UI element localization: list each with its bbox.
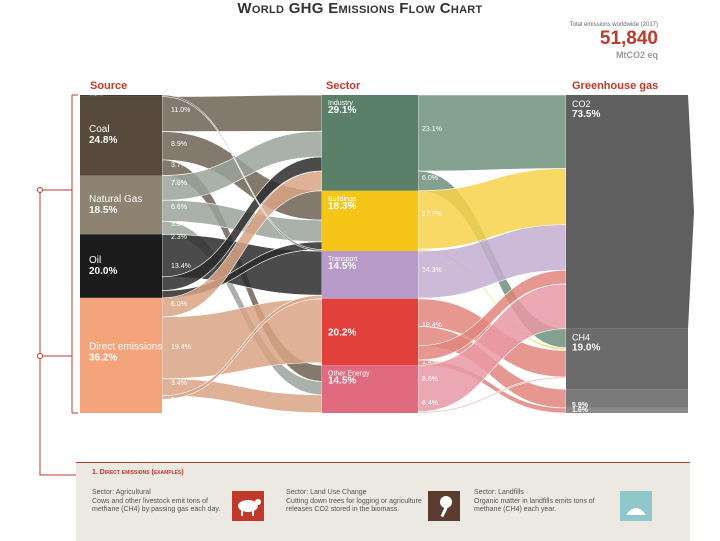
sector-flow-label: 18.4% <box>422 322 442 329</box>
note-agricultural: Sector: Agricultural Cows and other live… <box>92 489 230 515</box>
total-value: 51,840 <box>599 28 658 49</box>
sector-flow-label: 8.6% <box>422 376 438 383</box>
node-share-coal: 24.8% <box>89 135 117 146</box>
node-label-direct: Direct emissions <box>89 342 162 353</box>
source-flow-label: 3.4% <box>171 380 187 387</box>
notes-title: 1. Direct emissions (examples) <box>92 469 184 476</box>
sector-flow-label: 1.4% <box>422 359 438 366</box>
node-label-gas: Natural Gas <box>89 194 142 205</box>
bracket-dot <box>37 187 43 193</box>
source-flow-label: 2.3% <box>171 234 187 241</box>
node-energy <box>322 365 418 413</box>
node-share-other: 0.5% <box>89 92 103 98</box>
node-label-ch4: CH4 <box>572 333 590 343</box>
source-flow-label: 6.6% <box>171 204 187 211</box>
note-head: Sector: Landfills <box>474 489 524 496</box>
chart-title: World GHG Emissions Flow Chart <box>237 0 483 17</box>
node-transport <box>322 251 418 299</box>
node-co2 <box>566 95 688 329</box>
source-flow-label: 3.7% <box>171 162 187 169</box>
node-label-energy: Other Energy <box>328 370 370 377</box>
node-coal <box>80 96 162 176</box>
node-share-co2: 73.5% <box>572 109 600 120</box>
node-layer <box>80 95 694 413</box>
source-flow-label: 19.4% <box>171 344 191 351</box>
node-share-transport: 14.5% <box>328 261 356 272</box>
total-caption: Total emissions worldwide (2017) <box>569 22 658 28</box>
source-flow-label: 11.0% <box>171 107 190 114</box>
node-label-industry: Industry <box>328 100 353 107</box>
node-other <box>80 95 162 97</box>
node-share-industry: 29.1% <box>328 105 356 116</box>
bracket-dot <box>37 353 43 359</box>
co2-arrow <box>688 95 694 329</box>
node-label-co2: CO2 <box>572 99 591 109</box>
note-landfills: Sector: Landfills Organic matter in land… <box>474 489 612 515</box>
sector-flow-label: 14.3% <box>422 267 442 274</box>
node-share-n2o: 5.9% <box>572 402 589 409</box>
sector-flow-label: 23.1% <box>422 126 442 133</box>
direct-emissions-notes: 1. Direct emissions (examples) Sector: A… <box>76 462 690 541</box>
node-buildings <box>322 190 418 252</box>
sector-flow-label: 6.4% <box>422 400 438 407</box>
node-share-direct: 36.2% <box>89 353 117 364</box>
note-body: Cutting down trees for logging or agricu… <box>286 497 422 514</box>
sector-flow-label: 6.0% <box>422 175 438 182</box>
node-share-buildings: 18.3% <box>328 201 356 212</box>
source-flow-label: 3.5% <box>171 221 187 228</box>
gas-header: Greenhouse gas <box>572 80 659 92</box>
node-share-ch4: 19.0% <box>572 343 600 354</box>
node-n2o <box>566 389 688 408</box>
node-ch4 <box>566 328 688 390</box>
sector-header: Sector <box>326 80 361 92</box>
node-industry <box>322 95 418 191</box>
cow-icon <box>232 491 264 521</box>
sector-flow-label: 17.7% <box>422 211 442 218</box>
node-agri <box>322 298 418 366</box>
node-fgas <box>566 407 688 413</box>
source-flow-label: 7.8% <box>171 180 187 187</box>
source-bracket <box>39 94 78 476</box>
node-direct <box>80 297 162 413</box>
node-share-fgas: 1.6% <box>572 407 589 414</box>
node-share-gas: 18.5% <box>89 205 117 216</box>
total-unit: MtCO2 eq <box>615 50 658 60</box>
node-share-energy: 14.5% <box>328 375 356 386</box>
flow-layer <box>161 94 567 414</box>
source-flow-label: 8.9% <box>171 141 187 148</box>
node-oil <box>80 234 162 298</box>
flow-industry-co2 <box>417 94 567 172</box>
node-label-oil: Oil <box>89 255 101 266</box>
note-head: Sector: Agricultural <box>92 489 151 496</box>
node-label-buildings: Buildings <box>328 196 357 203</box>
node-share-agri: 20.2% <box>328 327 356 338</box>
landfill-icon <box>620 491 652 521</box>
note-body: Organic matter in landfills emits tons o… <box>474 497 595 514</box>
node-label-transport: Transport <box>328 256 358 263</box>
node-label-coal: Coal <box>89 124 110 135</box>
note-head: Sector: Land Use Change <box>286 489 367 496</box>
node-gas <box>80 175 162 235</box>
bracket-layer <box>37 94 78 476</box>
tree-icon <box>428 491 460 521</box>
source-flow-label: 5.4% <box>171 397 187 404</box>
source-header: Source <box>90 80 128 92</box>
note-body: Cows and other livestock emit tons of me… <box>92 497 221 514</box>
node-share-oil: 20.0% <box>89 266 117 277</box>
source-flow-label: 13.4% <box>171 263 191 270</box>
note-land-use: Sector: Land Use Change Cutting down tre… <box>286 489 424 515</box>
source-flow-label: 6.0% <box>171 301 187 308</box>
